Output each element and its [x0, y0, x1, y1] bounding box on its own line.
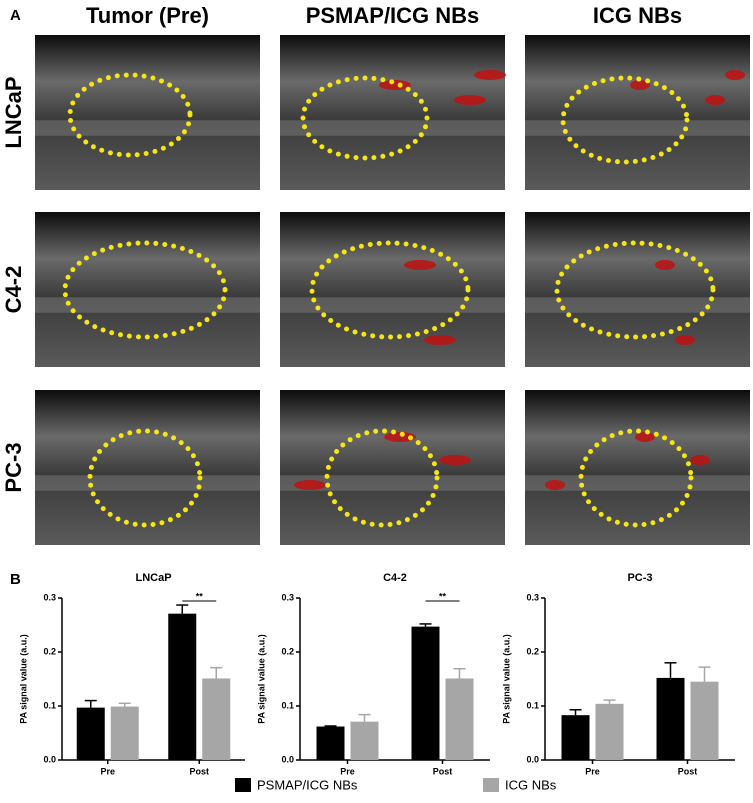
nb-signal — [630, 80, 650, 90]
legend-label: ICG NBs — [505, 777, 557, 792]
bar — [202, 678, 231, 760]
tumor-outline — [578, 428, 694, 528]
tumor-outline — [560, 75, 690, 165]
nb-signal — [705, 95, 725, 105]
image-texture — [35, 120, 260, 136]
y-axis-label: PA signal value (a.u.) — [256, 634, 266, 724]
image-texture — [280, 475, 505, 491]
bar — [76, 707, 105, 760]
bar — [656, 677, 685, 760]
bar — [445, 678, 474, 760]
column-header: Tumor (Pre) — [86, 3, 209, 28]
x-tick-label: Pre — [100, 766, 115, 776]
x-tick-label: Pre — [340, 766, 355, 776]
nb-signal — [635, 432, 655, 442]
nb-signal — [294, 480, 326, 490]
tumor-outline — [67, 72, 193, 158]
column-header: ICG NBs — [593, 3, 682, 28]
y-tick-label: 0.0 — [43, 754, 56, 764]
x-tick-label: Post — [433, 766, 453, 776]
ultrasound-image — [525, 35, 750, 190]
y-tick-label: 0.1 — [43, 700, 56, 710]
nb-signal — [424, 335, 456, 345]
y-tick-label: 0.0 — [281, 754, 294, 764]
legend-swatch — [235, 778, 251, 792]
y-tick-label: 0.2 — [526, 646, 539, 656]
y-tick-label: 0.1 — [281, 700, 294, 710]
bar — [411, 626, 440, 760]
tumor-outline — [324, 428, 440, 528]
row-label: PC-3 — [1, 442, 26, 492]
bar — [350, 721, 379, 760]
y-tick-label: 0.0 — [526, 754, 539, 764]
y-tick-label: 0.3 — [281, 592, 294, 602]
x-tick-label: Post — [189, 766, 209, 776]
nb-signal — [454, 95, 486, 105]
legend-label: PSMAP/ICG NBs — [257, 777, 358, 792]
y-tick-label: 0.2 — [43, 646, 56, 656]
nb-signal — [379, 80, 411, 90]
nb-signal — [545, 480, 565, 490]
y-tick-label: 0.2 — [281, 646, 294, 656]
panel-label: A — [10, 7, 21, 24]
x-tick-label: Pre — [585, 766, 600, 776]
y-axis-label: PA signal value (a.u.) — [18, 634, 28, 724]
ultrasound-image — [280, 35, 505, 190]
image-texture — [525, 120, 750, 136]
ultrasound-image — [35, 212, 260, 367]
y-tick-label: 0.1 — [526, 700, 539, 710]
nb-signal — [675, 335, 695, 345]
bar — [110, 706, 139, 760]
y-tick-label: 0.3 — [43, 592, 56, 602]
chart-title: C4-2 — [383, 572, 407, 584]
bar — [561, 715, 590, 760]
nb-signal — [384, 432, 416, 442]
nb-signal — [439, 455, 471, 465]
ultrasound-image — [280, 390, 505, 545]
ultrasound-image — [525, 390, 750, 545]
tumor-outline — [554, 240, 716, 340]
nb-signal — [725, 70, 745, 80]
x-tick-label: Post — [678, 766, 698, 776]
tumor-outline — [62, 240, 228, 340]
panel-label: B — [10, 571, 21, 588]
bar — [595, 703, 624, 760]
image-texture — [35, 297, 260, 313]
nb-signal — [690, 455, 710, 465]
ultrasound-image — [35, 390, 260, 545]
significance-label: ** — [439, 591, 447, 601]
image-texture — [35, 475, 260, 491]
legend-swatch — [483, 778, 499, 792]
y-axis-label: PA signal value (a.u.) — [501, 634, 511, 724]
column-header: PSMAP/ICG NBs — [306, 3, 480, 28]
y-tick-label: 0.3 — [526, 592, 539, 602]
bar — [168, 613, 197, 760]
nb-signal — [404, 260, 436, 270]
significance-label: ** — [196, 591, 204, 601]
chart-title: PC-3 — [627, 572, 652, 584]
image-texture — [280, 120, 505, 136]
row-label: LNCaP — [1, 76, 26, 148]
row-label: C4-2 — [1, 266, 26, 314]
bar — [690, 681, 719, 760]
bar — [316, 726, 345, 760]
image-texture — [280, 297, 505, 313]
nb-signal — [655, 260, 675, 270]
tumor-outline — [87, 428, 203, 528]
chart-title: LNCaP — [135, 572, 171, 584]
tumor-outline — [300, 75, 430, 161]
tumor-outline — [309, 240, 471, 340]
image-texture — [525, 297, 750, 313]
nb-signal — [474, 70, 506, 80]
